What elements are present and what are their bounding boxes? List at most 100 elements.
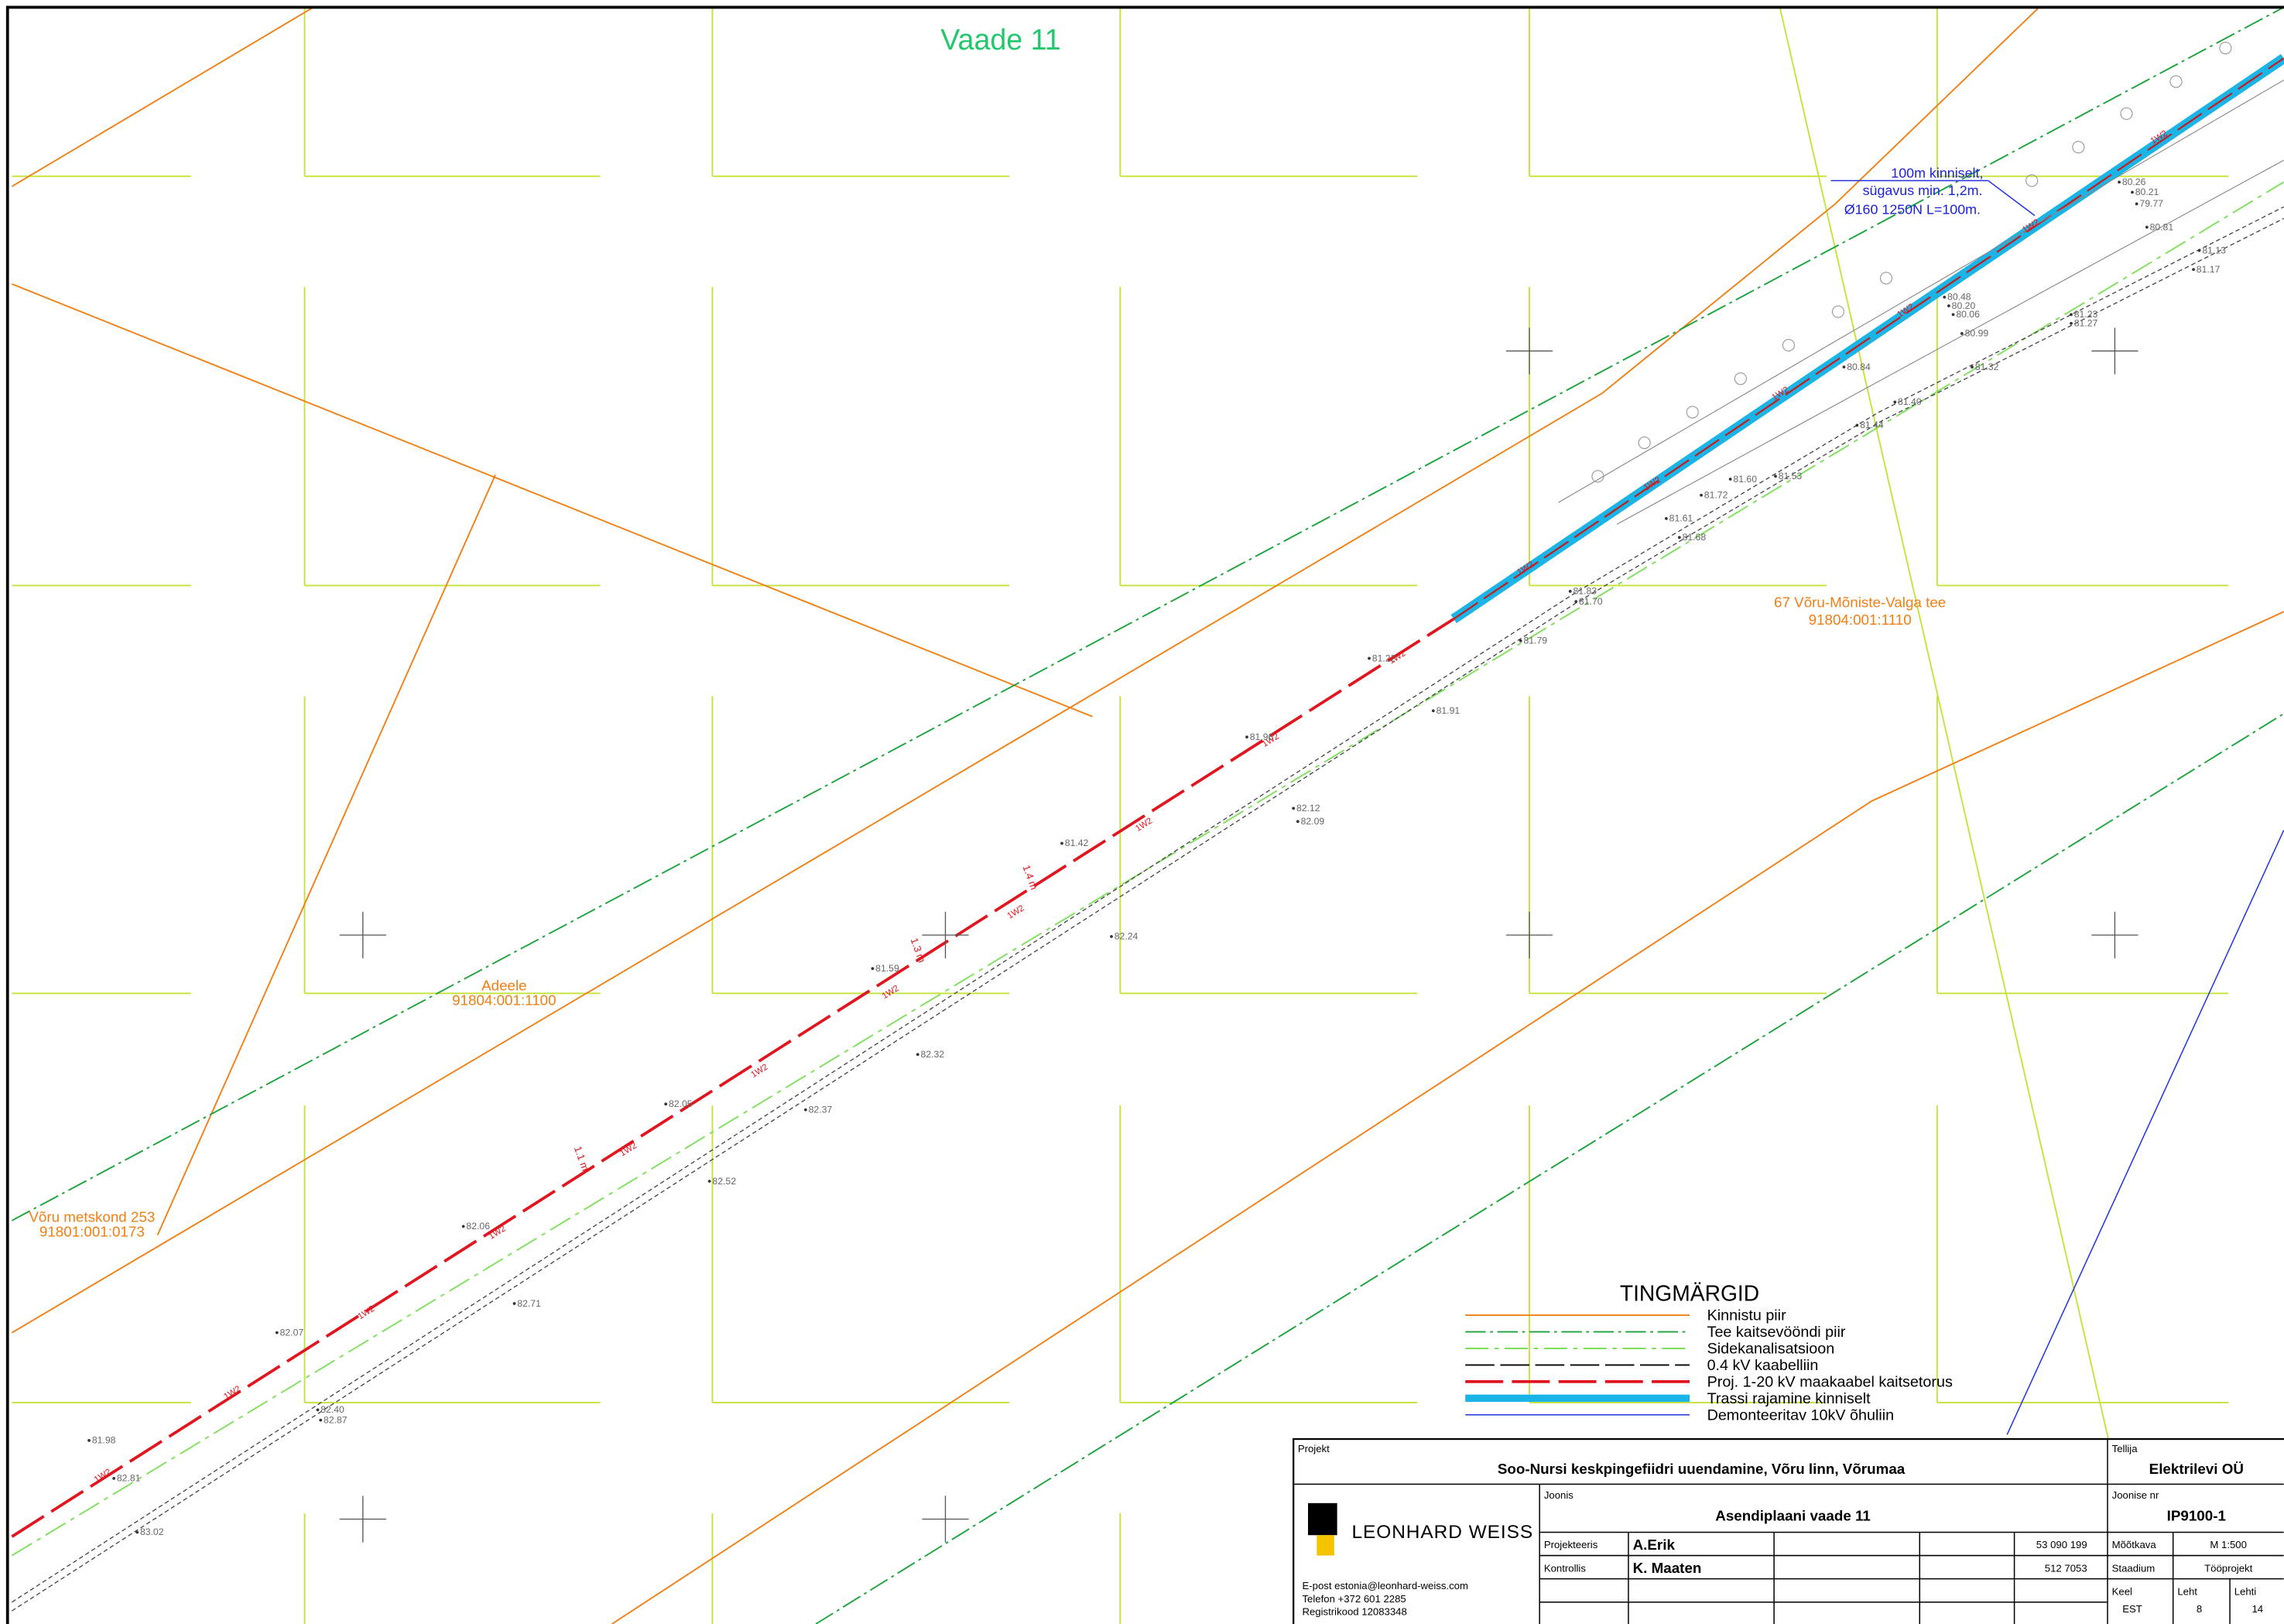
plan-line-part <box>611 611 2284 1624</box>
field-label: Projekt <box>1298 1443 1330 1454</box>
elevation-label: 81.60 <box>1733 474 1757 485</box>
plan-line-part <box>1453 57 2284 620</box>
survey-point <box>803 1108 807 1112</box>
field-label: Lehti <box>2234 1585 2257 1597</box>
designer: A.Erik <box>1633 1537 1676 1553</box>
survey-point <box>2145 225 2149 229</box>
elevation-label: 81.91 <box>1436 705 1460 716</box>
plan-line-part <box>12 218 2284 1612</box>
parcel-id: 91804:001:1110 <box>1809 612 1912 628</box>
plan-line-part-part <box>1591 470 1604 483</box>
phone: 512 7053 <box>2045 1562 2087 1574</box>
survey-point <box>2070 321 2073 325</box>
elevation-label: 81.40 <box>1898 396 1922 407</box>
field-label: Projekteeris <box>1544 1539 1598 1550</box>
field-label: Staadium <box>2112 1562 2156 1574</box>
plan-line-part <box>1591 42 2232 483</box>
plan-line-part <box>1988 180 2036 217</box>
survey-point <box>1292 807 1296 810</box>
field-label: Joonis <box>1544 1489 1573 1501</box>
scale: M 1:500 <box>2210 1539 2247 1550</box>
annotation-line: sügavus min. 1,2m. <box>1863 183 1983 198</box>
legend-title: TINGMÄRGID <box>1620 1280 1759 1305</box>
plan-line-part-part <box>1734 372 1747 385</box>
language: EST <box>2122 1603 2142 1615</box>
survey-point <box>2118 180 2121 184</box>
parcel-id: 91804:001:1100 <box>452 992 556 1008</box>
elevation-label: 79.77 <box>2139 198 2163 209</box>
survey-point <box>1728 478 1732 481</box>
elevation-label: 81.13 <box>2202 245 2226 255</box>
contact-line: E-post estonia@leonhard-weiss.com <box>1302 1580 1467 1591</box>
elevation-label: 82.12 <box>1296 803 1320 814</box>
survey-point <box>87 1439 91 1442</box>
plan-line-part-part <box>2120 107 2133 120</box>
plan-line-part <box>2006 830 2284 1435</box>
survey-point <box>319 1418 323 1422</box>
parcel-id: 91801:001:0173 <box>39 1223 145 1239</box>
elevation-label: 81.53 <box>1779 471 1803 481</box>
elevation-label: 80.06 <box>1956 309 1980 320</box>
annotation-line: Ø160 1250N L=100m. <box>1844 202 1981 218</box>
plan-line-part <box>11 6 2040 1334</box>
contact-line: Registrikood 12083348 <box>1302 1606 1406 1618</box>
client-name: Elektrilevi OÜ <box>2149 1461 2244 1477</box>
survey-point <box>1855 423 1859 427</box>
elevation-label: 80.48 <box>1947 292 1971 303</box>
annotation: 100m kinniselt, sügavus min. 1,2m. Ø160 … <box>1844 166 1984 218</box>
elevation-label: 80.84 <box>1847 361 1871 372</box>
elevation-label: 82.81 <box>117 1473 141 1484</box>
field-label: Leht <box>2177 1585 2197 1597</box>
legend-label: Kinnistu piir <box>1707 1307 1787 1324</box>
survey-point <box>461 1225 465 1228</box>
survey-point <box>275 1331 279 1334</box>
elevation-label: 82.32 <box>920 1049 944 1060</box>
elevation-label: 81.23 <box>2074 309 2098 320</box>
survey-point <box>707 1180 711 1183</box>
elevation-label: 82.24 <box>1115 931 1139 942</box>
plan-line-part <box>11 181 2284 1557</box>
elevation-label: 82.06 <box>466 1221 490 1232</box>
contact-line: Telefon +372 601 2285 <box>1302 1593 1406 1605</box>
plan-line-part-part <box>1879 272 1893 285</box>
survey-point <box>316 1408 320 1412</box>
plan-line-part <box>156 475 496 1235</box>
elevation-label: 81.22 <box>1372 653 1396 663</box>
survey-point <box>1519 639 1522 642</box>
survey-point <box>1971 365 1974 369</box>
elevation-label: 82.37 <box>809 1105 833 1115</box>
elevation-label: 81.42 <box>1065 838 1089 848</box>
elevation-label: 81.27 <box>2074 317 2098 328</box>
elevation-label: 82.71 <box>517 1298 541 1309</box>
plan-line-part <box>11 618 1455 1538</box>
elevation-label: 82.07 <box>280 1327 304 1338</box>
survey-point <box>1574 600 1578 603</box>
plan-line-part <box>12 206 2284 1603</box>
title-block-frame <box>1293 1437 2284 1624</box>
legend-label: Tee kaitsevööndi piir <box>1707 1324 1846 1341</box>
plan-line-part-part <box>2025 174 2039 187</box>
parcel-name: Adeele <box>481 977 527 993</box>
logo-mark <box>1308 1502 1337 1536</box>
field-label: Joonise nr <box>2112 1489 2159 1501</box>
survey-point <box>1893 400 1897 404</box>
grid-cross <box>339 327 2138 1543</box>
view-title: Vaade 11 <box>940 23 1061 56</box>
legend-label: Demonteeritav 10kV õhuliin <box>1707 1406 1895 1424</box>
survey-point <box>1431 709 1435 713</box>
elevation-label: 81.17 <box>2197 264 2221 275</box>
parcel-labels: Adeele 91804:001:1100 Võru metskond 253 … <box>29 594 1946 1240</box>
elevation-label: 80.21 <box>2135 187 2159 197</box>
title-block-lines <box>1293 1439 2284 1624</box>
elevation-label: 81.70 <box>1579 596 1603 607</box>
survey-point <box>1368 656 1371 660</box>
elevation-label: 81.79 <box>1523 636 1547 646</box>
plan-line-part-part <box>2169 75 2183 88</box>
survey-point <box>1774 475 1777 478</box>
survey-point <box>2192 268 2195 271</box>
